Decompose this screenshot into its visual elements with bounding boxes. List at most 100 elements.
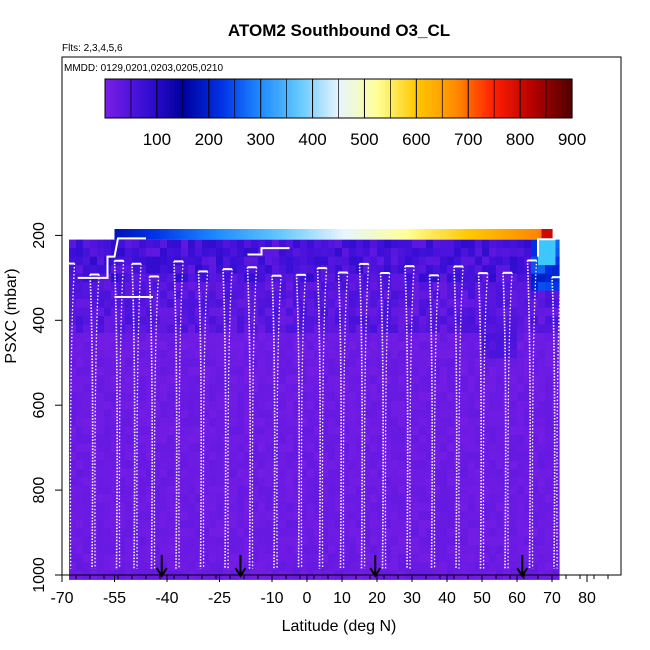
heat-cell [412,239,420,249]
heat-cell [335,494,343,504]
profile-descent [379,272,384,569]
heat-cell [314,367,322,377]
heat-cell [83,350,91,360]
heat-cell [405,239,413,249]
heat-cell [419,562,427,572]
heat-cell [286,375,294,385]
heat-cell [181,477,189,487]
heat-cell [111,460,119,470]
heat-cell [118,248,126,258]
heat-cell [356,316,364,326]
heat-cell [412,392,420,402]
heat-cell [83,460,91,470]
heat-cell [153,392,161,402]
heat-cell [398,375,406,385]
heat-cell [97,562,105,572]
heat-cell [209,426,217,436]
heat-cell [265,248,273,258]
heat-cell [209,282,217,292]
heat-cell [97,265,105,275]
heat-cell [314,553,322,563]
heat-cell [489,375,497,385]
heat-cell [356,350,364,360]
band-cell [538,229,543,240]
heat-cell [461,350,469,360]
heat-cell [216,256,224,266]
heat-cell [440,545,448,555]
band-cell [167,229,172,240]
heat-cell [461,519,469,529]
heat-cell [384,494,392,504]
heat-cell [244,417,252,427]
heat-cell [524,477,532,487]
heat-cell [314,324,322,334]
heat-cell [447,562,455,572]
profile-ascent [458,266,464,569]
heat-cell [433,434,441,444]
heat-cell [335,358,343,368]
heat-cell [174,367,182,377]
heat-cell [307,401,315,411]
heat-cell [328,502,336,512]
heat-cell [461,485,469,495]
heat-cell [181,417,189,427]
heat-cell [153,536,161,546]
heat-cell [181,494,189,504]
heat-cell [265,502,273,512]
heat-cell [440,239,448,249]
heat-cell [230,384,238,394]
heat-cell [384,375,392,385]
heat-cell [468,256,476,266]
heat-cell [223,562,231,572]
heat-cell [216,341,224,351]
heat-cell [503,384,511,394]
heat-cell [517,443,525,453]
colorbar-segment [398,79,402,118]
heat-cell [146,375,154,385]
colorbar-segment [107,79,111,118]
heat-cell [440,282,448,292]
heat-cell [524,299,532,309]
heat-cell [461,367,469,377]
heat-cell [461,282,469,292]
heat-cell [307,426,315,436]
heat-cell [461,239,469,249]
heat-cell [300,519,308,529]
heat-cell [118,333,126,343]
heat-cell [167,401,175,411]
heat-cell [202,239,210,249]
heat-cell [230,375,238,385]
heat-cell [356,562,364,572]
heat-cell [391,545,399,555]
heat-cell [475,434,483,444]
heat-cell [468,350,476,360]
heat-cell [125,485,133,495]
heat-cell [69,477,77,487]
heat-cell [468,545,476,555]
colorbar-segment [123,79,127,118]
heat-cell [314,392,322,402]
heat-cell [139,375,147,385]
heat-cell [370,536,378,546]
heat-cell [293,426,301,436]
heat-cell [286,485,294,495]
heat-cell [328,528,336,538]
heat-cell [475,460,483,470]
heat-cell [209,273,217,283]
colorbar-segment [299,79,303,118]
heat-cell [475,256,483,266]
band-cell [170,229,175,240]
heat-cell [342,358,350,368]
heat-cell [76,248,84,258]
heat-cell [118,553,126,563]
heat-cell [202,477,210,487]
heat-cell [398,502,406,512]
heat-cell [342,273,350,283]
heat-cell [209,341,217,351]
heat-cell [286,502,294,512]
heat-cell [111,316,119,326]
heat-cell [265,528,273,538]
heat-cell [398,409,406,419]
heat-cell [195,324,203,334]
heat-cell [97,494,105,504]
